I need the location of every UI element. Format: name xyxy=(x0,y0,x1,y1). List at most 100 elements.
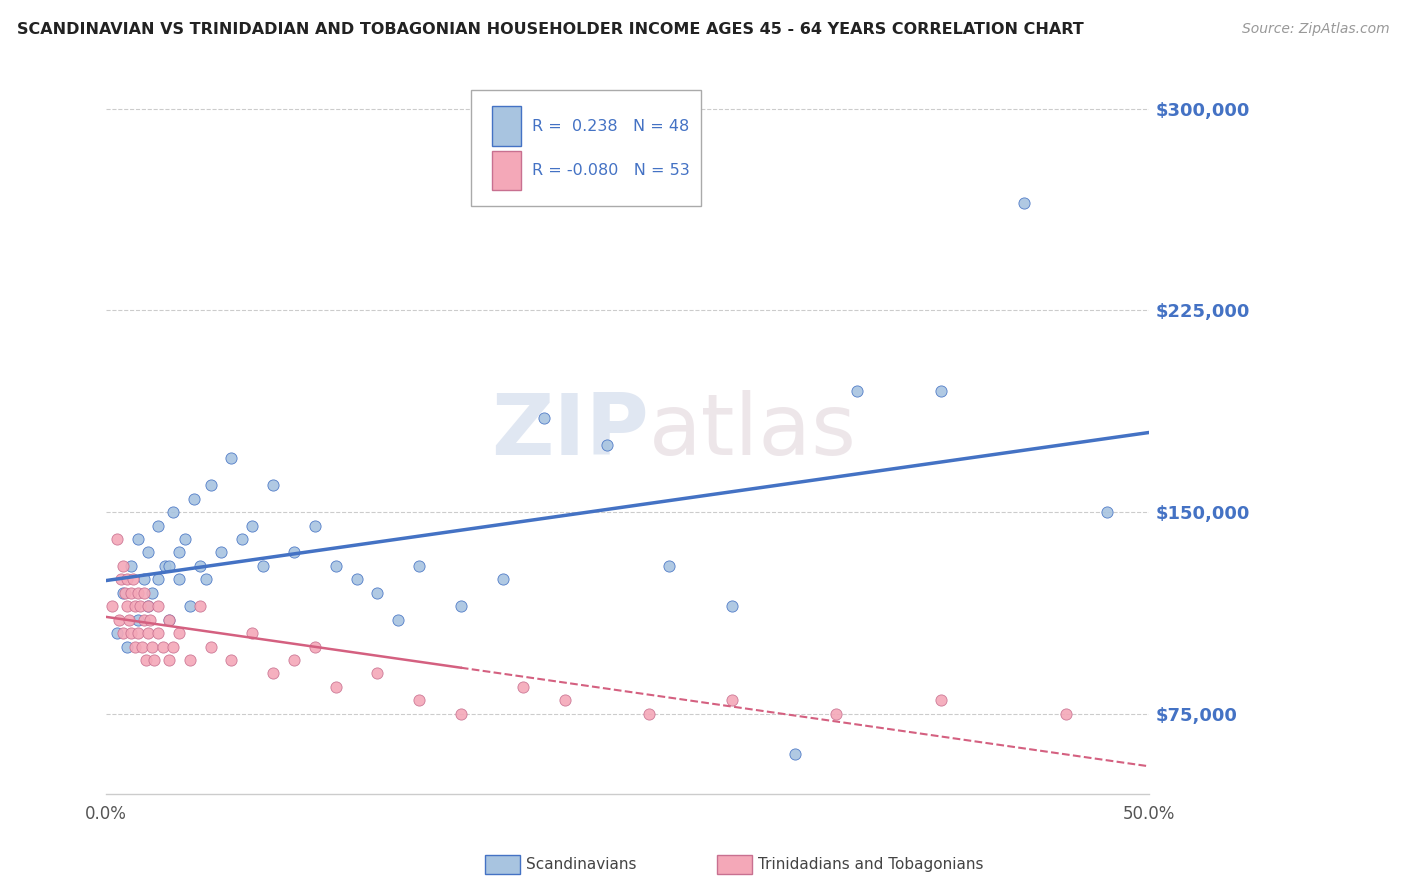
Point xyxy=(162,505,184,519)
Point xyxy=(554,693,576,707)
Point xyxy=(1054,706,1077,721)
Point xyxy=(929,384,952,398)
Point xyxy=(131,640,153,654)
Point xyxy=(721,693,744,707)
Text: atlas: atlas xyxy=(648,390,856,473)
Point xyxy=(533,411,555,425)
Point xyxy=(120,626,142,640)
Point xyxy=(135,653,157,667)
Point xyxy=(1097,505,1119,519)
Point xyxy=(366,666,388,681)
Point xyxy=(120,558,142,573)
Point xyxy=(283,545,305,559)
Point xyxy=(167,572,190,586)
Point xyxy=(141,640,163,654)
Point xyxy=(127,586,149,600)
Point xyxy=(304,518,326,533)
Point xyxy=(188,599,211,614)
Point xyxy=(240,626,263,640)
Point xyxy=(115,572,138,586)
Point xyxy=(105,626,128,640)
Point xyxy=(450,599,472,614)
Text: R =  0.238   N = 48: R = 0.238 N = 48 xyxy=(531,120,689,134)
Point xyxy=(136,626,159,640)
FancyBboxPatch shape xyxy=(471,90,700,206)
Point xyxy=(174,532,197,546)
Point xyxy=(408,558,430,573)
Point xyxy=(101,599,124,614)
Point xyxy=(188,558,211,573)
Point xyxy=(157,613,180,627)
Point xyxy=(387,613,409,627)
FancyBboxPatch shape xyxy=(492,106,522,146)
Point xyxy=(658,558,681,573)
Text: ZIP: ZIP xyxy=(491,390,648,473)
Text: R = -0.080   N = 53: R = -0.080 N = 53 xyxy=(531,162,689,178)
Point xyxy=(148,599,170,614)
Point xyxy=(132,572,155,586)
Text: Source: ZipAtlas.com: Source: ZipAtlas.com xyxy=(1241,22,1389,37)
Point xyxy=(122,572,145,586)
Point xyxy=(637,706,659,721)
Point xyxy=(195,572,218,586)
Point xyxy=(304,640,326,654)
Text: Scandinavians: Scandinavians xyxy=(526,857,637,871)
Point xyxy=(366,586,388,600)
Point xyxy=(124,640,146,654)
Point xyxy=(1012,196,1035,211)
Point xyxy=(157,613,180,627)
Point xyxy=(111,626,134,640)
Point xyxy=(167,545,190,559)
Point xyxy=(127,626,149,640)
Point xyxy=(152,640,174,654)
Point xyxy=(209,545,232,559)
Point xyxy=(111,558,134,573)
Point xyxy=(132,613,155,627)
Point xyxy=(139,613,162,627)
Point xyxy=(283,653,305,667)
Point xyxy=(262,478,284,492)
Point xyxy=(107,613,129,627)
Point xyxy=(450,706,472,721)
Point xyxy=(127,532,149,546)
Point xyxy=(783,747,806,761)
Point xyxy=(148,572,170,586)
Point xyxy=(114,586,136,600)
Point xyxy=(325,680,347,694)
Point xyxy=(128,599,150,614)
Point xyxy=(148,518,170,533)
Point xyxy=(179,599,201,614)
Point xyxy=(132,586,155,600)
Point xyxy=(200,478,222,492)
Point xyxy=(183,491,205,506)
Point xyxy=(512,680,534,694)
Point xyxy=(221,451,243,466)
Point xyxy=(141,586,163,600)
Point xyxy=(110,572,132,586)
Point xyxy=(111,586,134,600)
Point xyxy=(325,558,347,573)
Point xyxy=(491,572,513,586)
Point xyxy=(115,599,138,614)
Point xyxy=(346,572,368,586)
Point xyxy=(252,558,274,573)
Text: Trinidadians and Tobagonians: Trinidadians and Tobagonians xyxy=(758,857,983,871)
Point xyxy=(157,558,180,573)
Point xyxy=(825,706,848,721)
Point xyxy=(408,693,430,707)
Point xyxy=(929,693,952,707)
Point xyxy=(157,653,180,667)
Point xyxy=(240,518,263,533)
Point xyxy=(179,653,201,667)
Point xyxy=(221,653,243,667)
Point xyxy=(596,438,619,452)
Text: SCANDINAVIAN VS TRINIDADIAN AND TOBAGONIAN HOUSEHOLDER INCOME AGES 45 - 64 YEARS: SCANDINAVIAN VS TRINIDADIAN AND TOBAGONI… xyxy=(17,22,1084,37)
Point xyxy=(124,599,146,614)
Point xyxy=(115,640,138,654)
Point xyxy=(143,653,166,667)
Point xyxy=(136,545,159,559)
Point xyxy=(721,599,744,614)
FancyBboxPatch shape xyxy=(492,151,522,191)
Point xyxy=(846,384,869,398)
Point xyxy=(231,532,253,546)
